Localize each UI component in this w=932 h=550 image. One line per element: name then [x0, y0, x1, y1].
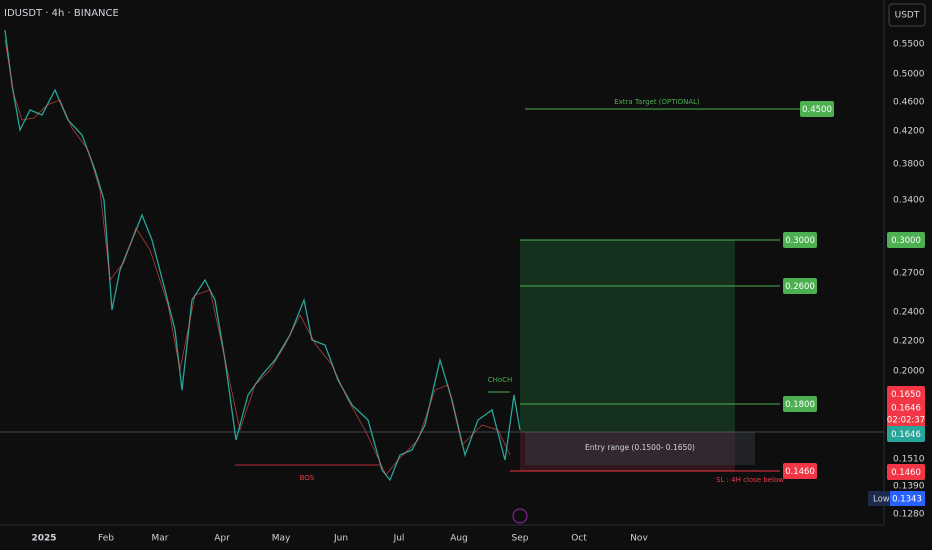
price-axis-label: 0.1280 — [893, 510, 925, 520]
sl-label-text: 0.1460 — [785, 467, 815, 477]
sl-label — [783, 463, 817, 479]
price-axis-label: 0.2400 — [893, 308, 925, 318]
annotation: BOS — [300, 474, 315, 482]
target-label — [783, 232, 817, 248]
profit-zone — [520, 240, 735, 432]
axis-tag-text: 0.1646 — [891, 430, 921, 440]
axis-tag-text: 0.1460 — [891, 468, 921, 478]
low-tag-value-box — [890, 491, 925, 506]
axis-tag — [887, 400, 925, 427]
annotation: Extra Target (OPTIONAL) — [614, 98, 700, 106]
loss-zone — [520, 432, 735, 471]
time-axis-label: Oct — [571, 534, 587, 544]
price-axis-label: 0.2200 — [893, 337, 925, 347]
target-label-text: 0.3000 — [785, 236, 815, 246]
time-axis-label: Mar — [152, 534, 169, 544]
price-axis-label: 0.2000 — [893, 367, 925, 377]
time-axis-label: Nov — [630, 534, 648, 544]
target-label-text: 0.1800 — [785, 400, 815, 410]
low-tag-value: 0.1343 — [892, 495, 922, 505]
axis-tag — [887, 386, 925, 402]
price-axis-label: 0.3400 — [893, 196, 925, 206]
axis-tag — [887, 464, 925, 480]
axis-tag-text: 0.1646 — [891, 404, 921, 414]
event-icon[interactable] — [512, 508, 528, 524]
target-label-text: 0.4500 — [802, 105, 832, 115]
time-axis-label: Jul — [393, 534, 405, 544]
target-label — [783, 278, 817, 294]
time-axis-label: Aug — [450, 534, 468, 544]
price-axis-label: 0.3800 — [893, 160, 925, 170]
annotation: CHoCH — [488, 376, 513, 384]
time-axis-label: Feb — [98, 534, 114, 544]
axis-tag-text: 0.1650 — [891, 390, 921, 400]
price-path-shadow — [4, 39, 511, 476]
time-axis-label: Apr — [214, 534, 230, 544]
annotation: Entry range (0.1500- 0.1650) — [585, 443, 695, 452]
currency-button-label[interactable]: USDT — [895, 11, 920, 21]
price-axis-label: 0.2700 — [893, 269, 925, 279]
time-axis-label: May — [272, 534, 291, 544]
price-axis-label: 0.1390 — [893, 482, 925, 492]
axis-tag — [887, 232, 925, 248]
time-axis-label: Sep — [512, 534, 529, 544]
entry-zone — [525, 432, 755, 465]
axis-tag — [887, 426, 925, 442]
price-axis-label: 0.4600 — [893, 98, 925, 108]
price-axis-label: 0.5000 — [893, 70, 925, 80]
time-axis-label: Jun — [333, 534, 348, 544]
target-label-text: 0.2600 — [785, 282, 815, 292]
low-tag-label: Low — [873, 495, 890, 505]
annotation: SL : 4H close below — [716, 476, 784, 484]
axis-tag-text: 02:02:37 — [887, 416, 925, 426]
price-axis-label: 0.4200 — [893, 127, 925, 137]
target-label — [800, 101, 834, 117]
symbol-title: IDUSDT · 4h · BINANCE — [4, 8, 119, 19]
currency-button[interactable] — [888, 3, 926, 27]
price-axis-label: 0.5500 — [893, 40, 925, 50]
price-axis-label: 0.1510 — [893, 455, 925, 465]
axis-tag-text: 0.3000 — [891, 236, 921, 246]
time-axis-label: 2025 — [31, 534, 56, 544]
target-label — [783, 396, 817, 412]
